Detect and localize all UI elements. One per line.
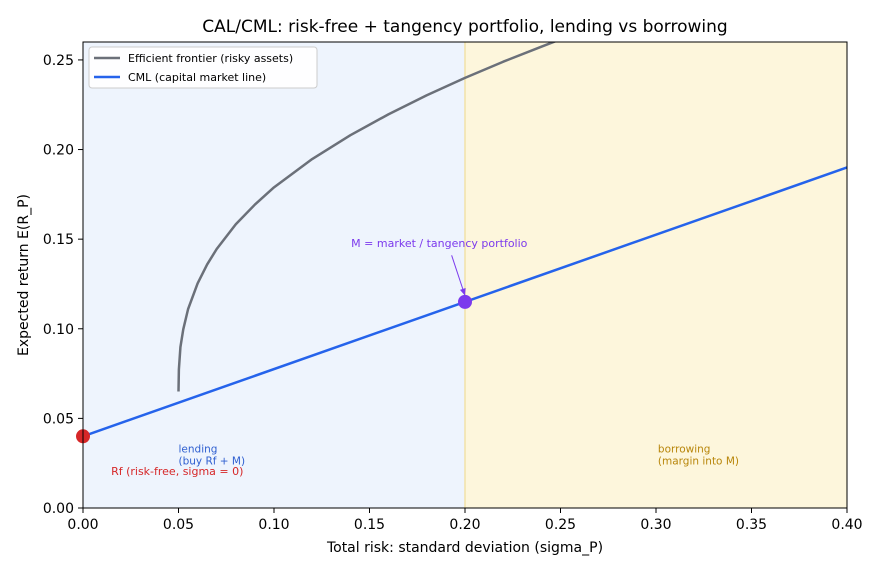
x-tick-label: 0.40 [831, 517, 862, 533]
legend-box [88, 46, 318, 89]
x-tick-label: 0.35 [736, 517, 767, 533]
y-tick-label: 0.05 [43, 411, 74, 427]
series-line-0 [177, 42, 557, 392]
y-tick-label: 0.00 [43, 501, 74, 517]
region-label-0: lending (buy Rf + M) [179, 443, 246, 467]
y-tick-label: 0.10 [43, 322, 74, 338]
point-M [458, 294, 472, 309]
x-tick-label: 0.15 [354, 517, 385, 533]
legend-label-cml: CML (capital market line) [128, 71, 266, 84]
region-label-line: (margin into M) [658, 455, 739, 467]
x-axis-label: Total risk: standard deviation (sigma_P) [326, 540, 603, 556]
chart-title: CAL/CML: risk-free + tangency portfolio,… [202, 17, 727, 37]
x-tick-label: 0.00 [67, 517, 98, 533]
arrow-m-head [459, 288, 466, 296]
y-tick-label: 0.15 [43, 232, 74, 248]
y-axis-label: Expected return E(R_P) [16, 194, 32, 356]
x-tick-label: 0.10 [258, 517, 289, 533]
legend-label-frontier: Efficient frontier (risky assets) [128, 52, 293, 65]
regions [83, 42, 847, 508]
y-tick-label: 0.25 [43, 53, 74, 69]
y-tick-label: 0.20 [43, 143, 74, 159]
x-axis-ticks: 0.00 0.05 0.10 0.15 0.20 0.25 0.30 0.35 0.40 [67, 508, 863, 533]
x-tick-label: 0.30 [640, 517, 671, 533]
region-label-line: borrowing [658, 443, 711, 455]
region-label-1: borrowing (margin into M) [658, 443, 739, 467]
y-axis-ticks: 0.00 0.05 0.10 0.15 0.20 0.25 [43, 53, 83, 517]
region-1 [465, 42, 847, 508]
legend: Efficient frontier (risky assets) CML (c… [88, 46, 318, 89]
label-m: M = market / tangency portfolio [351, 237, 528, 250]
region-label-line: (buy Rf + M) [179, 455, 246, 467]
x-tick-label: 0.05 [163, 517, 194, 533]
x-tick-label: 0.25 [545, 517, 576, 533]
label-rf: Rf (risk-free, sigma = 0) [111, 465, 243, 478]
annotations: Rf (risk-free, sigma = 0) M = market / ta… [111, 237, 739, 478]
region-label-line: lending [179, 443, 218, 455]
x-tick-label: 0.20 [449, 517, 480, 533]
arrow-m-shaft [451, 255, 466, 296]
region-0 [83, 42, 465, 508]
